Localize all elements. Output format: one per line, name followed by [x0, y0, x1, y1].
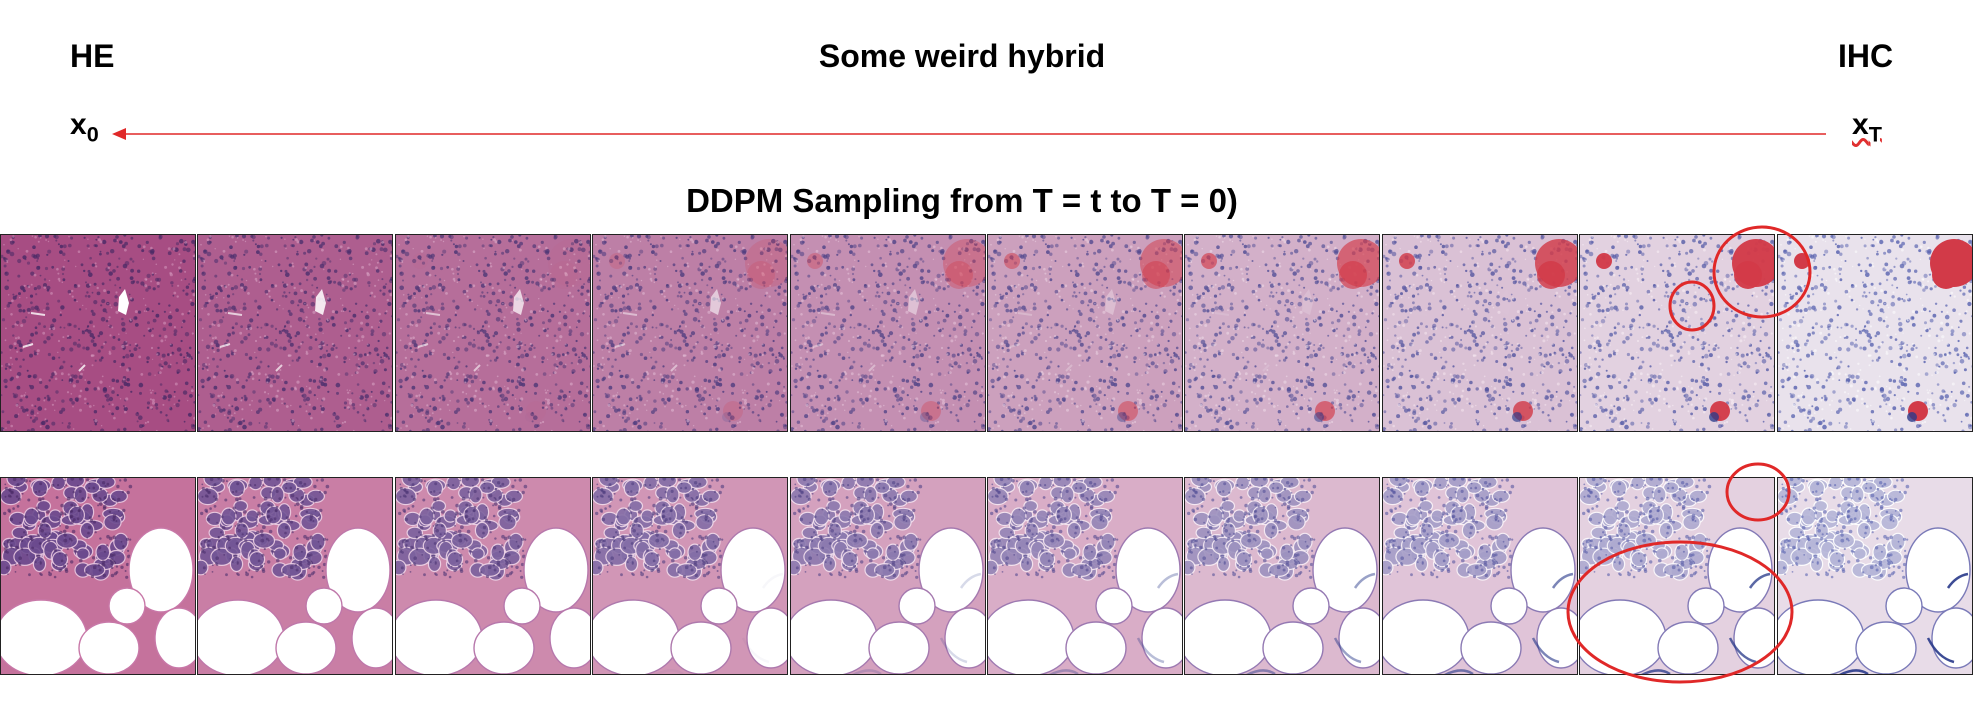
arrow-head-icon: [112, 128, 126, 140]
tissue-image: [1185, 235, 1380, 431]
sample-tile-10: [1776, 234, 1973, 432]
tissue-image: [988, 478, 1182, 674]
tissue-image: [1777, 478, 1972, 674]
sample-tile-9: [1579, 477, 1776, 675]
xt-sub: T: [1868, 121, 1882, 147]
tissue-image: [790, 235, 985, 431]
sample-tile-6: [987, 234, 1183, 432]
x0-label: x0: [70, 108, 99, 148]
sample-tile-5: [789, 234, 986, 432]
tissue-image: [395, 478, 590, 674]
sample-tile-5: [789, 477, 986, 675]
sample-tile-1: [0, 477, 196, 675]
he-label: HE: [70, 38, 115, 74]
tissue-image: [1, 478, 195, 674]
tissue-image: [198, 235, 393, 431]
x0-main: x: [70, 108, 87, 141]
image-strip-fat: [0, 477, 1978, 675]
xt-main: x: [1852, 108, 1869, 141]
hybrid-label: Some weird hybrid: [818, 38, 1106, 74]
subtitle: DDPM Sampling from T = t to T = 0): [686, 182, 1238, 219]
tissue-image: [1, 235, 195, 431]
tissue-image: [1580, 478, 1775, 674]
tissue-image: [1382, 235, 1577, 431]
sample-tile-4: [592, 477, 789, 675]
sample-tile-8: [1381, 477, 1578, 675]
tissue-image: [988, 235, 1182, 431]
tissue-image: [1777, 235, 1972, 431]
tissue-image: [1382, 478, 1577, 674]
sample-tile-4: [592, 234, 789, 432]
x0-sub: 0: [86, 121, 99, 147]
sample-tile-9: [1579, 234, 1776, 432]
sample-tile-3: [394, 234, 591, 432]
sample-tile-3: [394, 477, 591, 675]
sample-tile-7: [1184, 234, 1381, 432]
sample-tile-8: [1381, 234, 1578, 432]
tissue-image: [790, 478, 985, 674]
tissue-image: [593, 478, 788, 674]
xt-label: xT: [1852, 108, 1882, 148]
sample-tile-6: [987, 477, 1183, 675]
sample-tile-2: [197, 234, 394, 432]
sample-tile-10: [1776, 477, 1973, 675]
image-strip-islets: [0, 234, 1978, 432]
tissue-image: [593, 235, 788, 431]
sample-tile-1: [0, 234, 196, 432]
tissue-image: [1580, 235, 1775, 431]
tissue-image: [1185, 478, 1380, 674]
tissue-image: [395, 235, 590, 431]
sample-tile-7: [1184, 477, 1381, 675]
sample-tile-2: [197, 477, 394, 675]
ihc-label: IHC: [1838, 38, 1894, 74]
tissue-image: [198, 478, 393, 674]
